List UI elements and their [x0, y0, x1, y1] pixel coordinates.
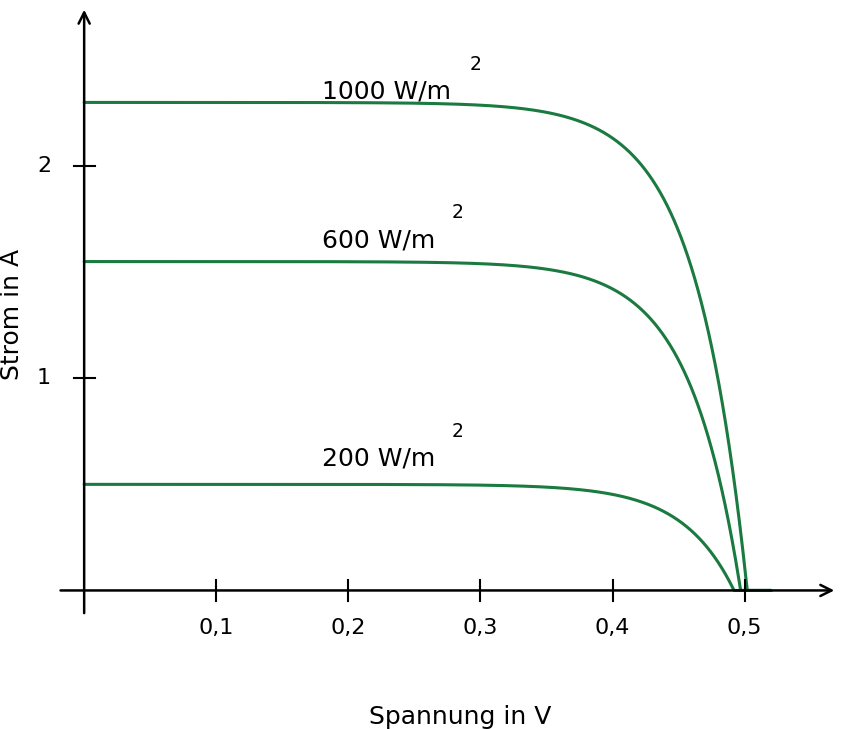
Text: 2: 2: [452, 422, 463, 441]
Text: 600 W/m: 600 W/m: [322, 228, 436, 252]
Text: 1000 W/m: 1000 W/m: [322, 79, 451, 104]
Text: 0,2: 0,2: [331, 618, 366, 638]
Text: 0,4: 0,4: [595, 618, 630, 638]
Text: 0,5: 0,5: [727, 618, 762, 638]
Text: 2: 2: [470, 55, 482, 74]
Text: 200 W/m: 200 W/m: [322, 447, 436, 471]
Text: 0,1: 0,1: [198, 618, 234, 638]
Text: 2: 2: [452, 203, 463, 222]
Text: Spannung in V: Spannung in V: [370, 705, 552, 729]
Text: 1: 1: [37, 368, 51, 389]
Text: 0,3: 0,3: [463, 618, 498, 638]
Text: Strom in A: Strom in A: [0, 249, 24, 380]
Text: 2: 2: [37, 156, 51, 176]
